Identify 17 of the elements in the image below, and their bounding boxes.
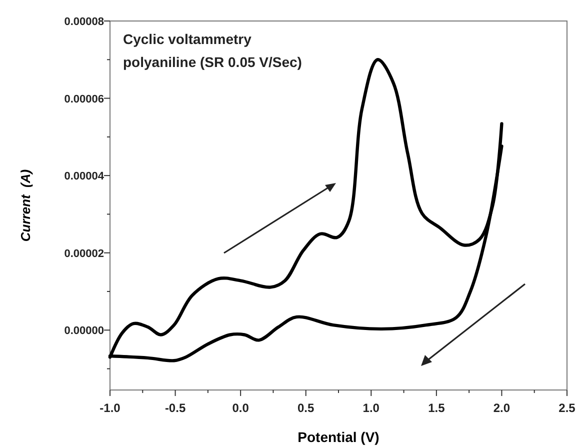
x-axis-title: Potential (V) — [298, 429, 380, 445]
annotation: Cyclic voltammetry — [123, 31, 252, 47]
x-tick-label: 0.5 — [298, 401, 315, 415]
x-tick-label: 2.0 — [493, 401, 510, 415]
y-tick-label: 0.00000 — [64, 325, 104, 338]
x-tick-label: 1.0 — [362, 401, 380, 415]
y-tick-label: 0.00002 — [64, 248, 104, 260]
x-tick-label: -0.5 — [164, 401, 186, 415]
x-tick-label: 1.5 — [428, 401, 446, 415]
y-tick-label: 0.00006 — [64, 93, 104, 106]
y-tick-label: 0.00004 — [64, 170, 105, 183]
x-tick-label: 2.5 — [558, 401, 576, 415]
annotation: polyaniline (SR 0.05 V/Sec) — [123, 54, 302, 70]
y-tick-label: 0.00008 — [64, 16, 104, 28]
y-axis-title: Current (A) — [18, 169, 33, 242]
x-tick-label: -1.0 — [100, 401, 121, 415]
x-tick-label: 0.0 — [232, 401, 250, 415]
